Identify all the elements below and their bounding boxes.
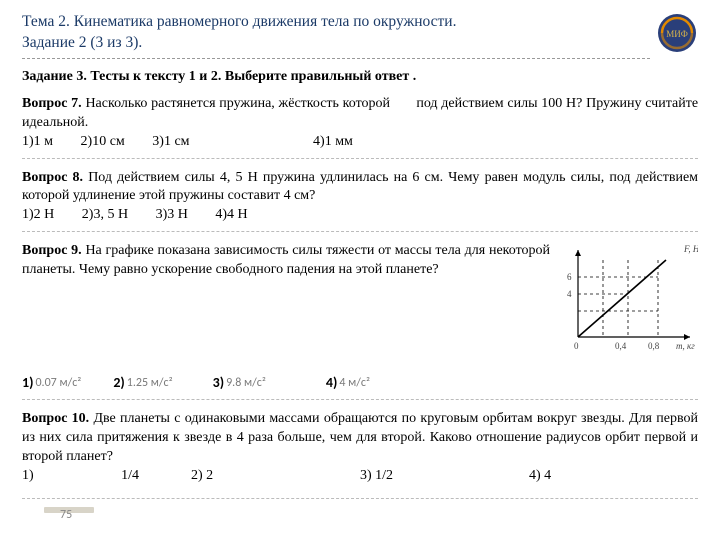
divider [22, 399, 698, 400]
q9-opt1-lbl: 1) [22, 374, 33, 393]
q8-text: Под действием силы 4, 5 Н пружина удлини… [22, 170, 698, 204]
svg-text:m, кг: m, кг [676, 341, 695, 351]
q10-text: Две планеты с одинаковыми массами обраща… [22, 411, 698, 464]
q10-opt2: 2) 2 [191, 467, 360, 486]
q9-opt2-lbl: 2) [113, 374, 124, 393]
q8-opt4: 4)4 Н [215, 206, 247, 225]
q9-opt4-lbl: 4) [326, 374, 337, 393]
svg-text:4: 4 [567, 289, 572, 299]
page-title-block: Тема 2. Кинематика равномерного движения… [22, 12, 650, 59]
logo-icon: МИФ [656, 12, 698, 54]
svg-text:0,8: 0,8 [648, 341, 660, 351]
question-7: Вопрос 7. Насколько растянется пружина, … [22, 95, 698, 152]
svg-text:F, Н: F, Н [683, 244, 698, 254]
q9-opt2-val: 1.25 м/с² [127, 375, 173, 391]
q8-label: Вопрос 8. [22, 170, 83, 185]
task-intro: Задание 3. Тесты к тексту 1 и 2. Выберит… [22, 69, 698, 85]
page-number: 75 [60, 508, 72, 522]
svg-text:6: 6 [567, 272, 572, 282]
question-10: Вопрос 10. Две планеты с одинаковыми мас… [22, 410, 698, 486]
q9-graph: F, Н 6 4 0 [558, 242, 698, 364]
q7-opt1: 1)1 м [22, 133, 53, 152]
q8-opt3: 3)3 Н [156, 206, 188, 225]
q10-opt1: 1) 1/4 [22, 467, 191, 486]
question-9: Вопрос 9. На графике показана зависимост… [22, 242, 698, 393]
divider [22, 158, 698, 159]
title-line-1: Тема 2. Кинематика равномерного движения… [22, 13, 456, 30]
svg-text:0: 0 [574, 341, 579, 351]
q10-opt3: 3) 1/2 [360, 467, 529, 486]
q9-opt3-lbl: 3) [213, 374, 224, 393]
divider [22, 231, 698, 232]
q7-opt4: 4)1 мм [313, 133, 353, 152]
q9-opt1-val: 0.07 м/с² [35, 375, 81, 391]
q9-text: На графике показана зависимость силы тяж… [22, 243, 550, 277]
q7-label: Вопрос 7. [22, 96, 82, 111]
q10-label: Вопрос 10. [22, 411, 89, 426]
q9-opt3-val: 9.8 м/с² [226, 375, 266, 391]
question-8: Вопрос 8. Под действием силы 4, 5 Н пруж… [22, 169, 698, 226]
q7-opt2: 2)10 см [81, 133, 125, 152]
q7-text-1: Насколько растянется пружина, жёсткость … [85, 96, 390, 111]
q9-label: Вопрос 9. [22, 243, 82, 258]
q7-opt3: 3)1 см [152, 133, 189, 152]
q10-opt4: 4) 4 [529, 467, 698, 486]
svg-text:МИФ: МИФ [666, 29, 688, 39]
q9-opt4-val: 4 м/с² [339, 375, 370, 391]
title-line-2: Задание 2 (3 из 3). [22, 34, 142, 51]
svg-text:0,4: 0,4 [615, 341, 627, 351]
q8-opt2: 2)3, 5 Н [82, 206, 128, 225]
q8-opt1: 1)2 Н [22, 206, 54, 225]
